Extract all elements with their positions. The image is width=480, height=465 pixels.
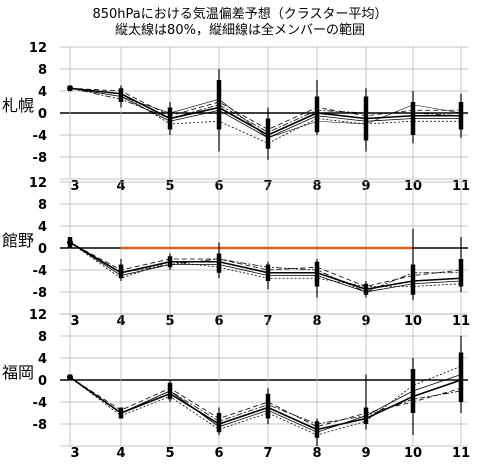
- chart-subtitle: 縦太線は80%，縦細線は全メンバーの範囲: [115, 23, 365, 38]
- y-tick-label: 0: [38, 242, 47, 257]
- series-line: [69, 376, 462, 431]
- y-tick-label: 4: [38, 85, 47, 100]
- x-tick-label: 6: [214, 446, 223, 461]
- x-tick-label: 8: [312, 446, 321, 461]
- y-tick-label: 0: [38, 107, 47, 122]
- chart-title: 850hPaにおける気温偏差予想（クラスター平均）: [92, 7, 388, 22]
- panel-label: 札幌: [2, 96, 34, 115]
- y-tick-label: -4: [33, 129, 47, 144]
- y-tick-label: -8: [33, 151, 47, 166]
- data-point: [67, 374, 73, 381]
- series-line: [69, 242, 461, 293]
- x-tick-label: 3: [70, 314, 79, 329]
- series-line: [69, 242, 462, 287]
- series-line: [69, 242, 462, 293]
- y-tick-label: 8: [38, 198, 47, 213]
- x-tick-label: 3: [70, 179, 79, 194]
- series-line: [69, 365, 462, 436]
- x-tick-label: 5: [165, 446, 174, 461]
- series-line: [69, 376, 462, 425]
- y-tick-label: 8: [38, 330, 47, 345]
- series-line: [69, 87, 461, 130]
- series-line: [69, 242, 462, 287]
- y-tick-label: 8: [38, 63, 47, 78]
- series-line: [69, 376, 462, 428]
- y-tick-label: 12: [29, 176, 47, 191]
- series-line: [69, 241, 462, 291]
- panel-label: 館野: [2, 231, 34, 250]
- y-tick-label: 4: [38, 352, 47, 367]
- x-tick-label: 11: [452, 446, 470, 461]
- x-tick-label: 3: [70, 446, 79, 461]
- x-tick-label: 7: [263, 446, 272, 461]
- y-tick-label: -4: [33, 264, 47, 279]
- x-tick-label: 10: [404, 446, 422, 461]
- x-tick-label: 9: [361, 446, 370, 461]
- panel-label: 福岡: [2, 363, 34, 382]
- data-point: [67, 85, 73, 92]
- series-line: [69, 87, 462, 133]
- y-tick-label: -8: [33, 418, 47, 433]
- x-tick-label: 4: [116, 446, 125, 461]
- y-tick-label: -8: [33, 286, 47, 301]
- series-line: [69, 374, 462, 433]
- y-tick-label: 0: [38, 374, 47, 389]
- y-tick-label: 12: [29, 308, 47, 323]
- y-tick-label: -4: [33, 396, 47, 411]
- series-line: [69, 87, 462, 139]
- data-point: [67, 239, 73, 246]
- y-tick-label: 12: [29, 41, 47, 56]
- y-tick-label: 4: [38, 220, 47, 235]
